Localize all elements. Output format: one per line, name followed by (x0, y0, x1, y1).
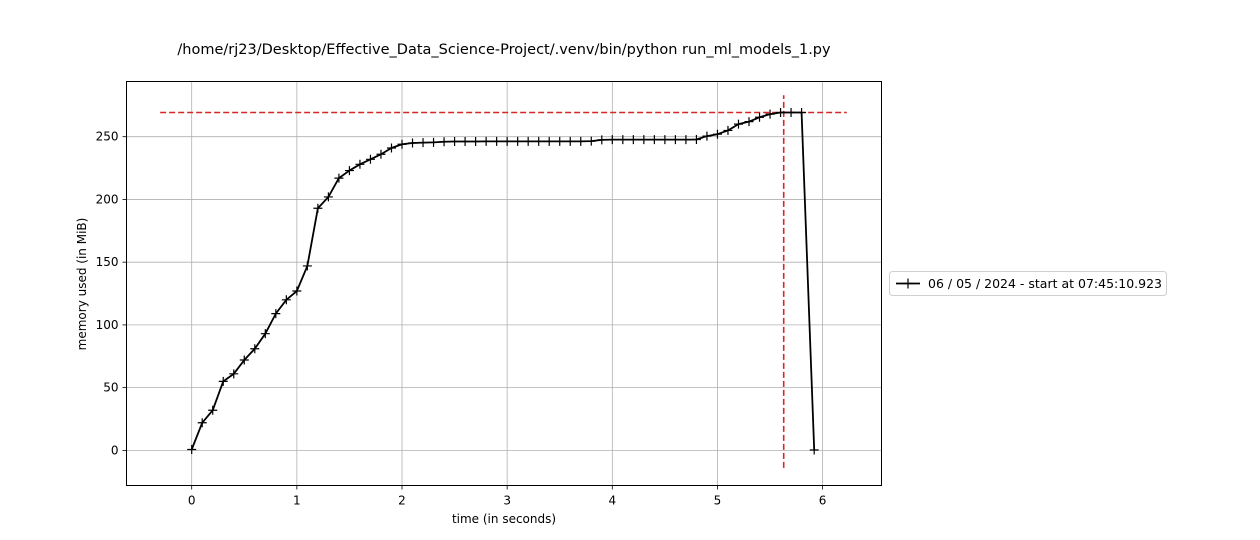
x-tick-label-4: 4 (608, 494, 616, 508)
data-point-0 (187, 444, 197, 454)
data-point-41 (618, 135, 628, 145)
legend-entry-label: 06 / 05 / 2024 - start at 07:45:10.923 (928, 276, 1162, 291)
legend-box (889, 271, 1167, 296)
data-point-11 (302, 261, 312, 271)
data-point-22 (418, 138, 428, 148)
x-axis-label: time (in seconds) (452, 512, 556, 526)
data-point-53 (744, 117, 754, 127)
legend: 06 / 05 / 2024 - start at 07:45:10.923 (889, 271, 1167, 296)
y-tick-label-2: 100 (96, 318, 119, 332)
x-tick-label-2: 2 (398, 494, 406, 508)
data-point-18 (376, 149, 386, 159)
legend-plus-marker (903, 278, 913, 289)
data-point-46 (670, 135, 680, 145)
data-point-14 (334, 173, 344, 183)
plot-area (187, 107, 819, 455)
data-point-33 (534, 136, 544, 146)
data-point-29 (492, 136, 502, 146)
data-point-21 (408, 138, 418, 148)
data-point-50 (712, 129, 722, 139)
y-tick-label-4: 200 (96, 192, 119, 206)
x-tick-label-6: 6 (819, 494, 827, 508)
data-point-10 (292, 286, 302, 296)
data-point-56 (776, 107, 786, 117)
data-point-2 (208, 405, 218, 415)
data-point-34 (544, 136, 554, 146)
y-tick-label-3: 150 (96, 255, 119, 269)
y-tick-label-5: 250 (96, 130, 119, 144)
data-point-25 (450, 136, 460, 146)
data-point-24 (439, 137, 449, 147)
data-point-37 (576, 136, 586, 146)
data-point-13 (323, 192, 333, 202)
data-point-16 (355, 159, 365, 169)
data-point-26 (460, 136, 470, 146)
data-point-49 (702, 131, 712, 141)
grid-lines (126, 81, 882, 486)
data-point-5 (239, 355, 249, 365)
data-point-28 (481, 136, 491, 146)
x-tick-label-1: 1 (293, 494, 301, 508)
data-point-40 (607, 135, 617, 145)
data-point-7 (260, 329, 270, 339)
data-point-43 (639, 135, 649, 145)
x-tick-label-5: 5 (714, 494, 722, 508)
x-tick-label-3: 3 (503, 494, 511, 508)
peak-marker-lines (160, 95, 847, 468)
data-point-39 (597, 135, 607, 145)
y-axis: 0 50 100 150 200 250 (96, 130, 127, 457)
y-tick-label-1: 50 (103, 381, 118, 395)
data-point-35 (555, 136, 565, 146)
data-point-1 (197, 418, 207, 428)
data-point-48 (691, 134, 701, 144)
data-point-59 (809, 445, 819, 455)
data-point-42 (628, 135, 638, 145)
data-point-32 (523, 136, 533, 146)
data-point-6 (250, 344, 260, 354)
data-point-17 (365, 154, 375, 164)
data-point-55 (765, 109, 775, 119)
data-point-23 (429, 137, 439, 147)
data-point-15 (344, 166, 354, 176)
data-point-19 (386, 143, 396, 153)
data-point-30 (502, 136, 512, 146)
data-point-36 (565, 136, 575, 146)
data-point-47 (681, 135, 691, 145)
data-point-12 (313, 203, 323, 213)
x-tick-label-0: 0 (188, 494, 196, 508)
data-point-45 (660, 135, 670, 145)
data-point-27 (471, 136, 481, 146)
data-point-3 (218, 376, 228, 386)
data-point-9 (281, 295, 291, 305)
data-point-54 (755, 112, 765, 122)
data-point-31 (513, 136, 523, 146)
data-point-44 (649, 135, 659, 145)
y-axis-label: memory used (in MiB) (75, 218, 89, 351)
data-point-58 (797, 107, 807, 117)
plot-frame (126, 81, 882, 486)
chart-title: /home/rj23/Desktop/Effective_Data_Scienc… (177, 42, 831, 58)
data-point-57 (786, 107, 796, 117)
data-point-20 (397, 139, 407, 149)
x-axis: 0 1 2 3 4 5 6 (188, 485, 827, 508)
y-tick-label-0: 0 (111, 443, 119, 457)
data-point-51 (723, 125, 733, 135)
data-point-8 (271, 309, 281, 319)
series-line-0 (190, 111, 816, 451)
data-point-4 (229, 369, 239, 379)
data-point-52 (733, 119, 743, 129)
data-point-38 (586, 136, 596, 146)
